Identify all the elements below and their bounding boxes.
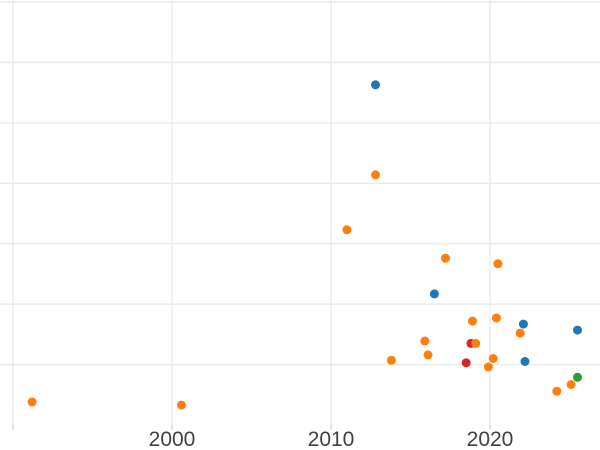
data-point-orange bbox=[566, 380, 576, 389]
data-point-orange bbox=[493, 259, 503, 269]
data-point-orange bbox=[468, 316, 477, 326]
data-point-blue bbox=[573, 325, 582, 335]
data-point-orange bbox=[471, 338, 481, 348]
x-tick-label: 2000 bbox=[149, 428, 196, 450]
data-point-orange bbox=[483, 362, 493, 372]
data-point-orange bbox=[488, 354, 498, 363]
data-point-orange bbox=[27, 397, 37, 407]
x-axis-tick-labels: 2000 2010 2020 bbox=[149, 428, 514, 450]
data-point-green bbox=[573, 372, 582, 382]
data-point-orange bbox=[342, 225, 352, 235]
data-point-orange bbox=[371, 170, 380, 180]
data-point-blue bbox=[520, 357, 530, 366]
data-point-orange bbox=[423, 350, 433, 360]
data-point-orange bbox=[515, 328, 525, 338]
data-point-orange bbox=[491, 313, 501, 323]
data-point-red bbox=[461, 358, 471, 368]
data-point-orange bbox=[386, 355, 396, 365]
x-tick-label: 2020 bbox=[467, 428, 514, 450]
data-point-blue bbox=[518, 319, 528, 329]
x-tick-label: 2010 bbox=[308, 428, 355, 450]
data-point-blue bbox=[429, 289, 439, 299]
data-point-orange bbox=[420, 336, 430, 346]
data-point-orange bbox=[441, 253, 450, 263]
data-point-blue bbox=[371, 80, 380, 90]
data-point-orange bbox=[177, 400, 186, 410]
data-point-orange bbox=[552, 386, 562, 396]
gridlines bbox=[0, 0, 600, 425]
x-axis-ticks bbox=[12, 425, 491, 430]
data-points bbox=[27, 80, 582, 410]
